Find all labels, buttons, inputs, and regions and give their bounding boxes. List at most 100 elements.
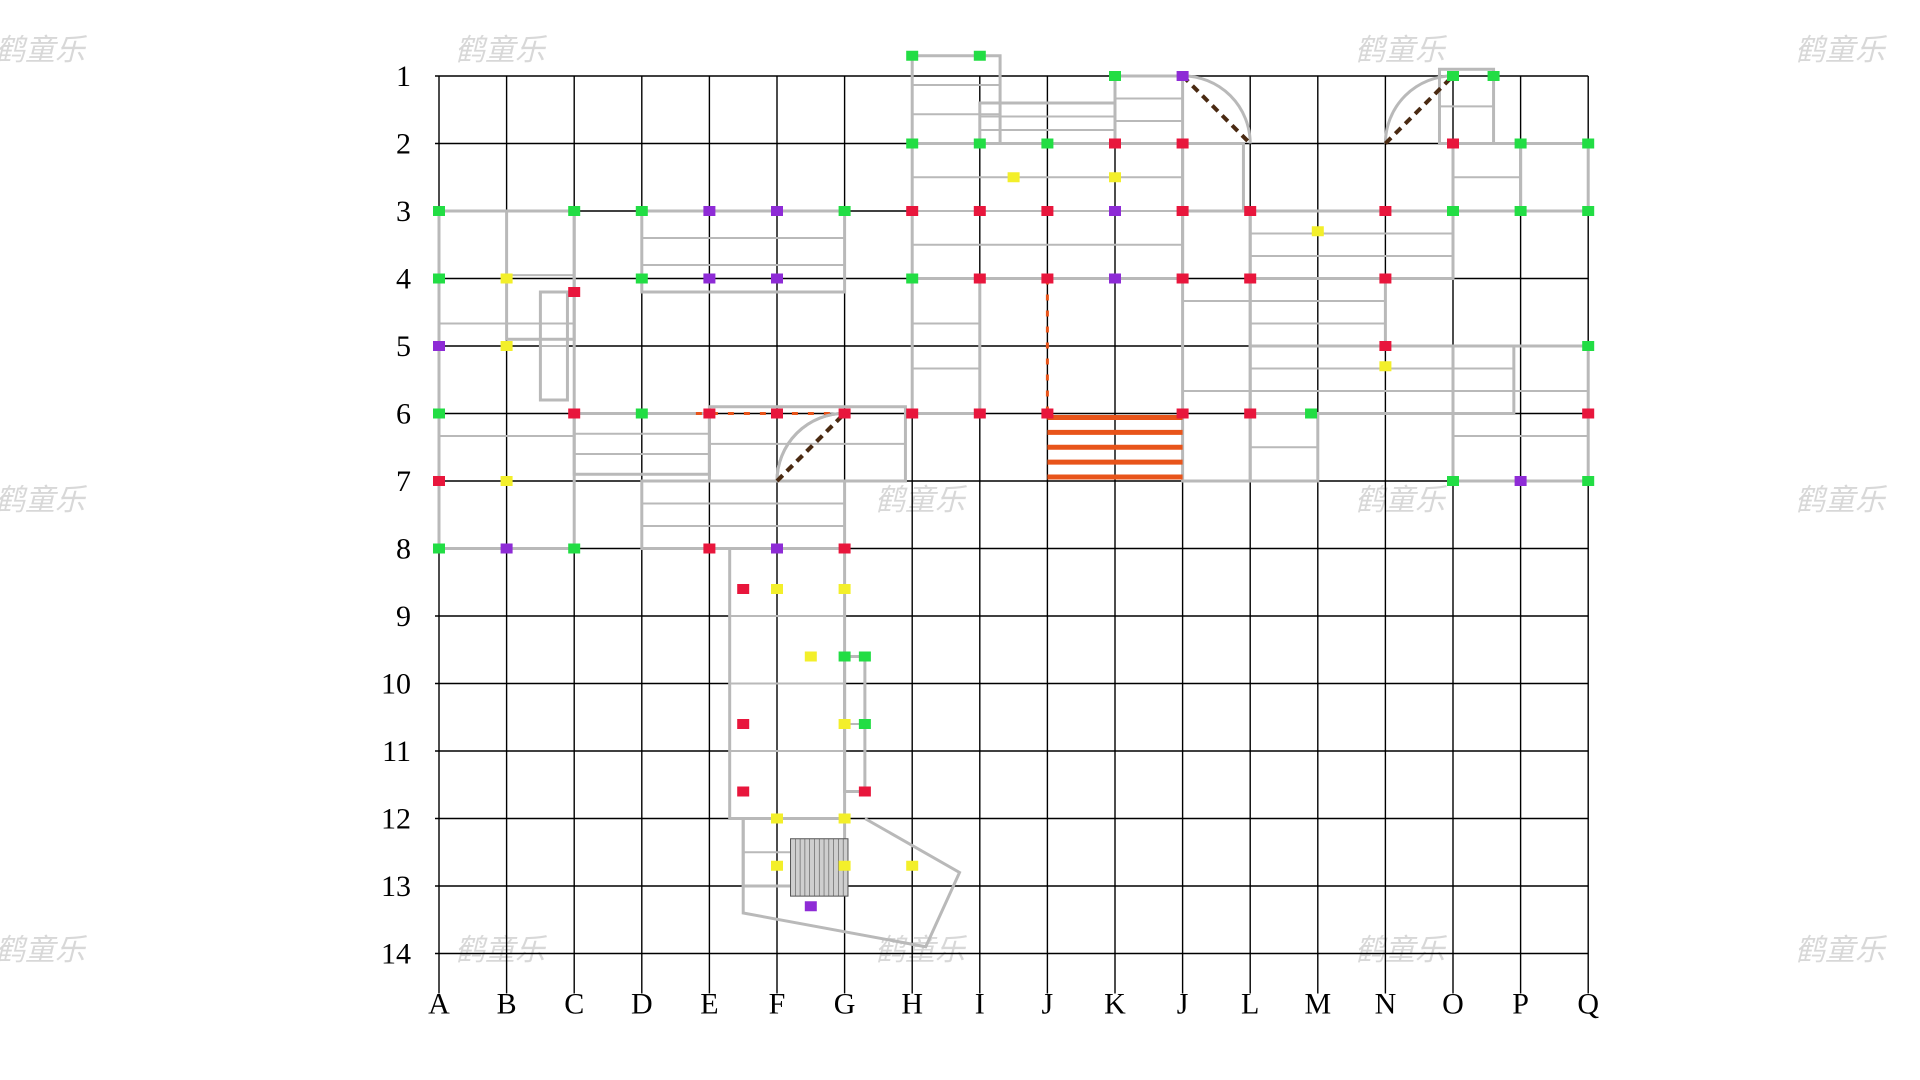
column-label: K	[1104, 988, 1126, 1021]
connector-marker	[838, 860, 851, 871]
connector-marker	[804, 901, 817, 912]
column-label: J	[1042, 988, 1054, 1021]
connector-marker	[906, 860, 919, 871]
column-label: C	[564, 988, 584, 1021]
connector-marker	[906, 50, 919, 61]
connector-marker	[500, 273, 513, 284]
connector-marker	[973, 408, 986, 419]
connector-marker	[1447, 206, 1459, 216]
connector-marker	[1311, 226, 1324, 237]
connector-marker	[1447, 476, 1459, 486]
connector-marker	[771, 206, 783, 216]
connector-marker	[568, 543, 581, 554]
connector-marker	[703, 543, 716, 554]
connector-marker	[1041, 273, 1054, 284]
column-label: H	[901, 988, 923, 1021]
row-label: 10	[381, 668, 411, 701]
column-label: L	[1241, 988, 1259, 1021]
connector-marker	[1487, 71, 1500, 81]
connector-marker	[906, 138, 919, 149]
connector-marker	[1514, 206, 1527, 216]
connector-marker	[1109, 206, 1121, 216]
connector-marker	[737, 719, 750, 729]
connector-marker	[771, 543, 783, 554]
connector-marker	[1109, 172, 1121, 183]
connector-marker	[1379, 341, 1392, 351]
connector-marker	[838, 408, 851, 419]
connector-marker	[906, 273, 919, 284]
connector-marker	[771, 584, 783, 594]
slide-entry	[1181, 74, 1252, 145]
connector-marker	[1582, 206, 1595, 216]
connector-marker	[433, 206, 445, 216]
grid-lines	[435, 75, 1589, 994]
connector-marker	[568, 206, 581, 216]
frame-block	[640, 209, 847, 294]
connector-marker	[568, 287, 581, 297]
slide-curve	[1182, 74, 1252, 144]
connector-marker	[500, 543, 513, 554]
row-label: 12	[381, 803, 411, 836]
watermark-text: 鹤童乐	[455, 934, 547, 967]
column-label: D	[631, 988, 653, 1021]
watermark-text: 鹤童乐	[1795, 34, 1887, 67]
frame-trapezoid	[741, 817, 962, 949]
watermark-text: 鹤童乐	[875, 484, 967, 517]
connector-marker	[1582, 476, 1595, 486]
frame-block	[910, 277, 982, 415]
connector-marker	[858, 719, 871, 729]
connector-marker	[737, 584, 750, 594]
connector-marker	[703, 206, 716, 216]
connector-marker	[635, 206, 648, 216]
row-label: 7	[396, 465, 411, 498]
connector-markers	[433, 50, 1595, 912]
column-label: B	[497, 988, 517, 1021]
connector-marker	[973, 206, 986, 216]
column-label: N	[1375, 988, 1397, 1021]
connector-marker	[906, 408, 919, 419]
connector-marker	[858, 651, 871, 662]
connector-marker	[1041, 206, 1054, 216]
connector-marker	[433, 476, 445, 486]
connector-marker	[1176, 273, 1189, 284]
slide-entry	[775, 411, 847, 483]
connector-marker	[771, 860, 783, 871]
row-label: 3	[396, 195, 411, 228]
watermark-text: 鹤童乐	[1355, 484, 1447, 517]
column-label: A	[428, 988, 450, 1021]
watermark-text: 鹤童乐	[1355, 34, 1447, 67]
connector-marker	[973, 50, 986, 61]
slide-curve	[775, 411, 845, 482]
column-label: E	[700, 988, 718, 1021]
connector-marker	[703, 408, 716, 419]
connector-marker	[1582, 408, 1595, 419]
connector-marker	[635, 273, 648, 284]
row-label: 11	[382, 735, 411, 768]
row-label: 9	[396, 600, 411, 633]
connector-marker	[1379, 273, 1392, 284]
connector-marker	[1379, 206, 1392, 216]
frame-block	[1248, 344, 1516, 415]
connector-marker	[838, 651, 851, 662]
column-label: I	[975, 988, 985, 1021]
row-label: 13	[381, 870, 411, 903]
connector-marker	[433, 408, 445, 419]
column-label: M	[1304, 988, 1331, 1021]
slide-entry	[1383, 74, 1455, 145]
connector-marker	[1244, 408, 1257, 419]
connector-marker	[737, 786, 750, 797]
connector-marker	[838, 206, 851, 216]
connector-marker	[1109, 71, 1121, 81]
connector-marker	[433, 341, 445, 351]
connector-marker	[1244, 206, 1257, 216]
connector-marker	[838, 719, 851, 729]
row-label: 6	[396, 398, 411, 431]
connector-marker	[1582, 341, 1595, 351]
connector-marker	[1514, 138, 1527, 149]
connector-marker	[635, 408, 648, 419]
column-label: Q	[1577, 988, 1599, 1021]
column-label: F	[769, 988, 786, 1021]
